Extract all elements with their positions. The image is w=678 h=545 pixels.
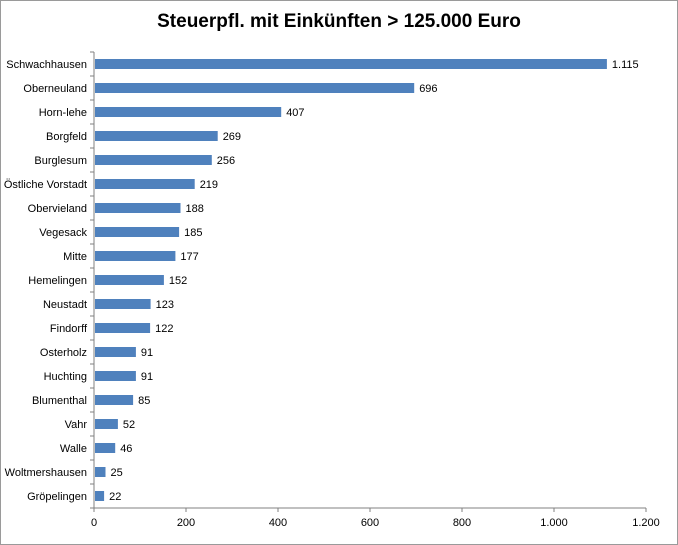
category-label: Mitte	[63, 251, 87, 263]
category-label: Vegesack	[39, 227, 87, 239]
bar	[95, 347, 136, 357]
bar	[95, 155, 212, 165]
bar	[95, 275, 164, 285]
data-label: 52	[123, 419, 135, 431]
bar	[95, 131, 218, 141]
data-label: 46	[120, 443, 132, 455]
bar	[95, 395, 134, 405]
category-label: Hemelingen	[28, 275, 87, 287]
category-label: Obervieland	[28, 203, 87, 215]
bar	[95, 251, 176, 261]
category-label: Walle	[60, 443, 87, 455]
data-label: 91	[141, 371, 153, 383]
data-label: 696	[419, 83, 437, 95]
category-label: Burglesum	[34, 155, 87, 167]
x-tick-label: 1.000	[540, 517, 568, 529]
data-label: 188	[186, 203, 204, 215]
data-label: 152	[169, 275, 187, 287]
bar	[95, 371, 136, 381]
bar	[95, 59, 607, 69]
bar	[95, 179, 195, 189]
data-label: 25	[111, 467, 123, 479]
bar	[95, 203, 181, 213]
category-label: Oberneuland	[23, 83, 87, 95]
bar	[95, 491, 105, 501]
chart-title: Steuerpfl. mit Einkünften > 125.000 Euro	[157, 11, 521, 32]
x-tick-label: 200	[177, 517, 195, 529]
bar	[95, 83, 415, 93]
category-label: Horn-lehe	[39, 107, 87, 119]
data-label: 177	[180, 251, 198, 263]
bar	[95, 299, 151, 309]
data-label: 1.115	[612, 59, 639, 71]
bar	[95, 227, 180, 237]
category-label: Osterholz	[40, 347, 87, 359]
bar	[95, 419, 118, 429]
category-label: Borgfeld	[46, 131, 87, 143]
category-label: Blumenthal	[32, 395, 87, 407]
data-label: 185	[184, 227, 202, 239]
category-label: Huchting	[44, 371, 87, 383]
category-label: Schwachhausen	[6, 59, 87, 71]
data-label: 123	[156, 299, 174, 311]
x-tick-label: 800	[453, 517, 471, 529]
data-label: 91	[141, 347, 153, 359]
bar	[95, 107, 282, 117]
x-tick-label: 600	[361, 517, 379, 529]
category-label: Woltmershausen	[5, 467, 87, 479]
x-tick-label: 1.200	[632, 517, 660, 529]
data-label: 85	[138, 395, 150, 407]
data-label: 22	[109, 491, 121, 503]
bar	[95, 467, 106, 477]
data-label: 219	[200, 179, 218, 191]
data-label: 407	[286, 107, 304, 119]
bar	[95, 323, 151, 333]
category-label: Östliche Vorstadt	[4, 179, 87, 191]
category-label: Gröpelingen	[27, 491, 87, 503]
data-label: 269	[223, 131, 241, 143]
bar	[95, 443, 116, 453]
data-label: 122	[155, 323, 173, 335]
category-label: Neustadt	[43, 299, 87, 311]
x-tick-label: 400	[269, 517, 287, 529]
category-label: Vahr	[65, 419, 88, 431]
category-label: Findorff	[50, 323, 88, 335]
data-label: 256	[217, 155, 235, 167]
x-tick-label: 0	[91, 517, 97, 529]
